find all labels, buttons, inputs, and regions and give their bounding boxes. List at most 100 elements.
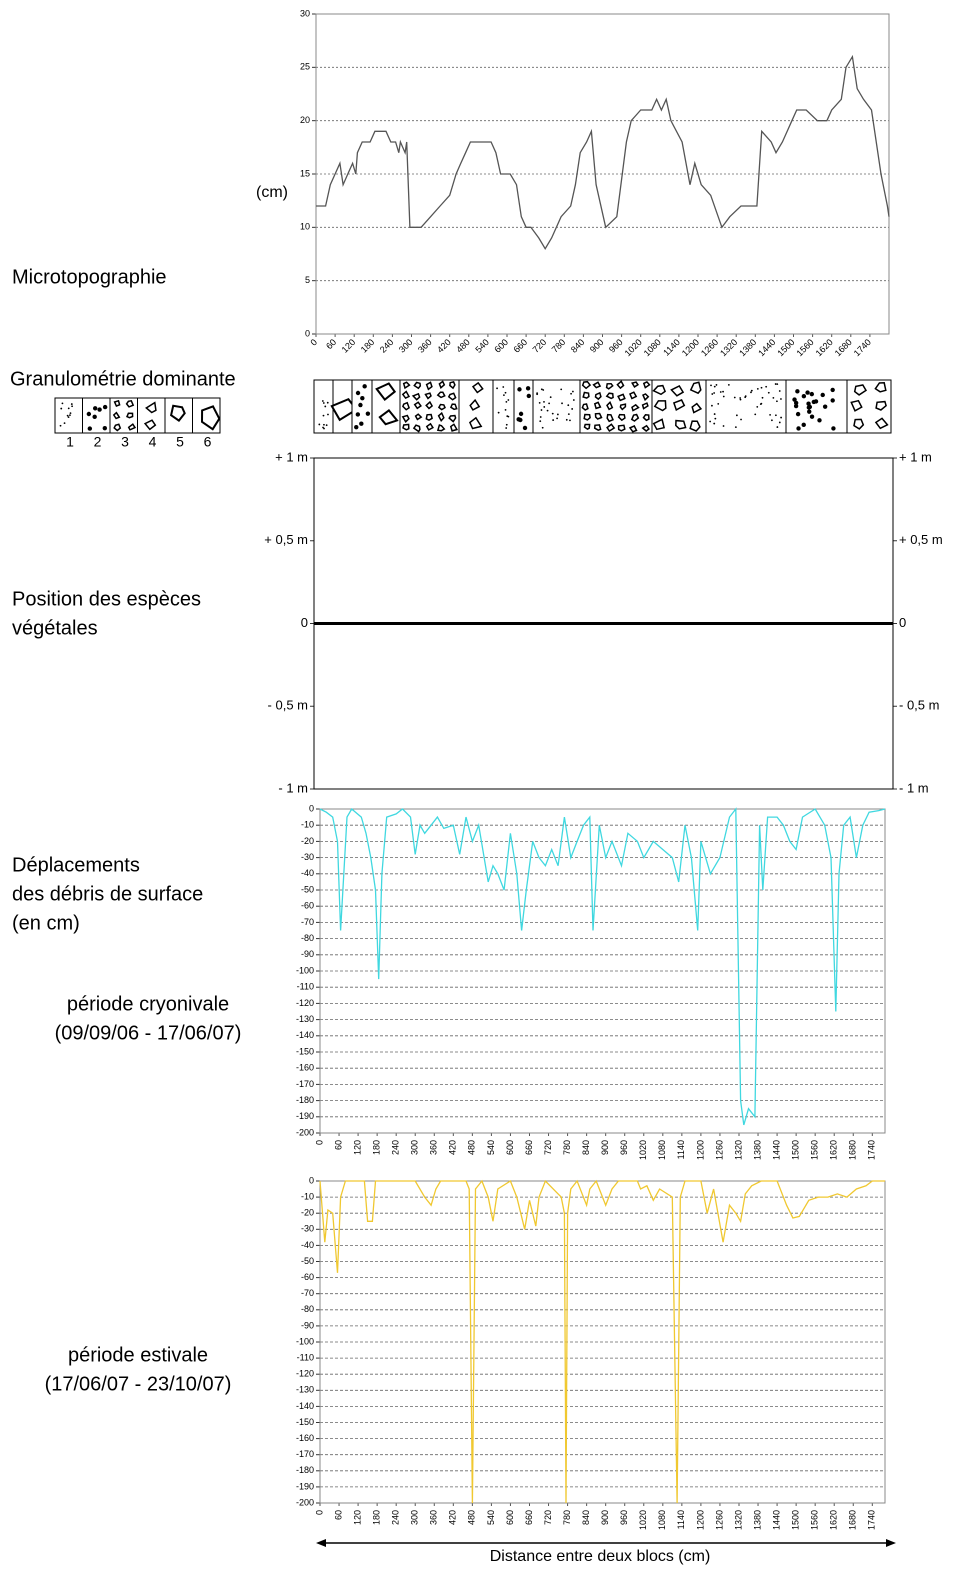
y-tick-label: -170 (296, 1079, 314, 1089)
x-tick-label: 1020 (623, 337, 644, 358)
grain (711, 404, 713, 407)
grain (722, 390, 724, 393)
x-tick-label: 660 (524, 1510, 534, 1525)
grain (592, 381, 602, 389)
grain (355, 390, 361, 396)
grain (127, 423, 137, 431)
grain (653, 400, 667, 412)
grain (641, 402, 649, 410)
grain (60, 407, 63, 410)
x-tick-label: 540 (486, 1140, 496, 1155)
grain (543, 401, 545, 403)
y-tick-label: -80 (301, 933, 314, 943)
grain (567, 404, 570, 407)
grain (727, 383, 730, 386)
grain (713, 413, 716, 415)
grain (875, 400, 887, 411)
grain (496, 387, 498, 390)
x-tick-label: 600 (505, 1140, 515, 1155)
grain (617, 393, 626, 402)
arrow-head (316, 1539, 326, 1547)
x-tick-label: 360 (429, 1140, 439, 1155)
grain (571, 408, 574, 410)
legend-label: 3 (121, 434, 129, 450)
legend-label: 2 (94, 434, 102, 450)
grain (772, 396, 775, 399)
grain (414, 413, 423, 421)
granulometry-title: Granulométrie dominante (10, 368, 236, 390)
grain (756, 387, 759, 390)
grain (631, 381, 639, 388)
x-tick-label: 1320 (733, 1140, 743, 1160)
grain (572, 390, 574, 393)
grain (526, 393, 532, 399)
grain (318, 423, 321, 426)
grain (605, 392, 614, 400)
grain (744, 396, 747, 399)
grain (505, 427, 508, 429)
grain (691, 402, 703, 414)
grain (375, 382, 397, 402)
grain-box (458, 379, 494, 434)
y-tick-label: 10 (300, 222, 310, 232)
grain (619, 403, 627, 411)
y-tick-label: -50 (301, 1256, 314, 1266)
grain (323, 427, 325, 430)
y-axis-label: (cm) (256, 184, 288, 201)
grain (806, 401, 811, 406)
grain (505, 423, 508, 426)
grain (831, 426, 836, 431)
grain (556, 413, 559, 416)
x-tick-label: 300 (410, 1140, 420, 1155)
grain (425, 381, 433, 391)
grain (113, 423, 122, 432)
x-tick-label: 1500 (790, 1140, 800, 1160)
grain (642, 380, 651, 389)
grain (750, 391, 752, 394)
grain (425, 422, 434, 431)
grain (112, 411, 121, 420)
grain (69, 412, 72, 414)
grain (874, 382, 887, 393)
grain (518, 411, 524, 417)
grain (538, 401, 541, 404)
side-label: Position des espèces (12, 588, 201, 610)
grain (413, 381, 422, 390)
grain (796, 426, 801, 431)
grain (503, 394, 505, 397)
y-tick-label: -200 (296, 1127, 314, 1137)
y-tick-label: -70 (301, 917, 314, 927)
grain (551, 412, 554, 415)
grain (767, 391, 770, 394)
x-tick-label: 60 (333, 1140, 343, 1150)
grain (143, 419, 157, 431)
grain (378, 409, 399, 426)
x-tick-label: 1680 (833, 337, 854, 358)
grain (413, 401, 422, 410)
y-tick-label: -110 (297, 1352, 314, 1362)
grain (583, 423, 591, 430)
y-tick-label: 20 (300, 115, 310, 125)
x-tick-label: 1200 (695, 1510, 705, 1530)
y-tick-label: -10 (301, 820, 314, 830)
x-tick-label: 360 (429, 1510, 439, 1525)
grain (402, 423, 410, 431)
grain (801, 422, 806, 428)
y-tick-label: -10 (301, 1191, 314, 1201)
grain (556, 417, 559, 420)
x-tick-label: 300 (397, 337, 415, 355)
period-label: période cryonivale (67, 993, 229, 1015)
grain (780, 398, 782, 400)
grain (125, 399, 135, 408)
x-tick-label: 780 (562, 1510, 572, 1525)
x-tick-label: 120 (352, 1510, 362, 1525)
grain (561, 402, 563, 405)
x-tick-label: 120 (340, 337, 358, 355)
grain (469, 398, 481, 411)
grain (813, 399, 819, 404)
plot-frame (319, 1180, 886, 1504)
grain (760, 386, 763, 389)
x-tick-label: 480 (467, 1510, 477, 1525)
grain (756, 405, 759, 408)
